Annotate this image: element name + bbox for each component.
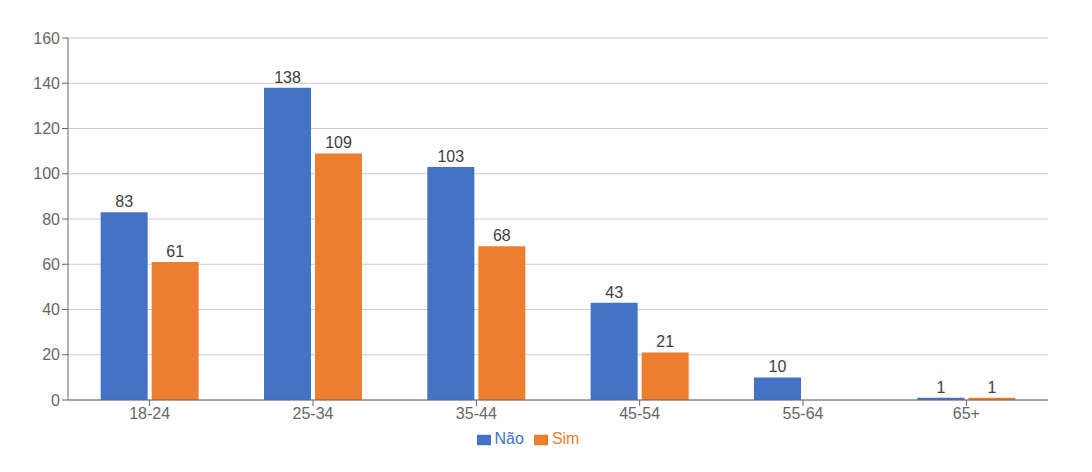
svg-text:61: 61 bbox=[166, 243, 184, 260]
html-text:Não: Não bbox=[494, 430, 524, 447]
svg-text:103: 103 bbox=[437, 148, 464, 165]
svg-text:0: 0 bbox=[51, 392, 60, 409]
svg-text:45-54: 45-54 bbox=[619, 405, 660, 422]
svg-text:140: 140 bbox=[33, 75, 60, 92]
svg-text:1: 1 bbox=[987, 379, 996, 396]
svg-text:160: 160 bbox=[33, 30, 60, 47]
svg-text:83: 83 bbox=[115, 193, 133, 210]
svg-text:18-24: 18-24 bbox=[129, 405, 170, 422]
svg-text:43: 43 bbox=[605, 284, 623, 301]
html-text:Sim: Sim bbox=[551, 430, 580, 447]
svg-text:10: 10 bbox=[769, 358, 787, 375]
svg-text:35-44: 35-44 bbox=[456, 405, 497, 422]
svg-text:65+: 65+ bbox=[953, 405, 980, 422]
svg-text:80: 80 bbox=[42, 211, 60, 228]
svg-text:138: 138 bbox=[274, 69, 301, 86]
svg-text:68: 68 bbox=[493, 227, 511, 244]
svg-text:120: 120 bbox=[33, 120, 60, 137]
svg-text:60: 60 bbox=[42, 256, 60, 273]
svg-text:55-64: 55-64 bbox=[783, 405, 824, 422]
svg-text:1: 1 bbox=[936, 379, 945, 396]
svg-text:25-34: 25-34 bbox=[293, 405, 334, 422]
svg-text:21: 21 bbox=[656, 333, 674, 350]
svg-text:20: 20 bbox=[42, 346, 60, 363]
svg-text:109: 109 bbox=[325, 134, 352, 151]
svg-text:100: 100 bbox=[33, 165, 60, 182]
svg-text:40: 40 bbox=[42, 301, 60, 318]
